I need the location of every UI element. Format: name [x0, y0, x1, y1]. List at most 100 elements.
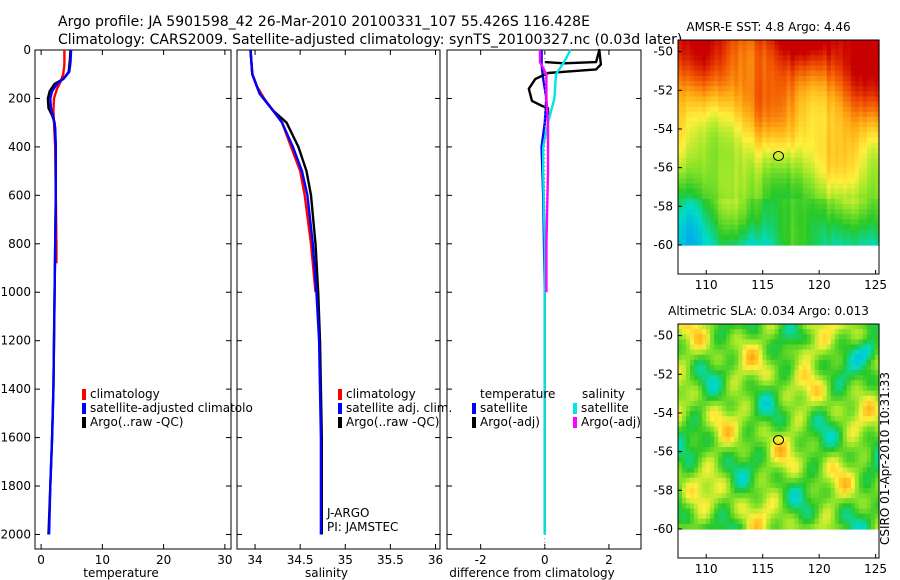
sla-pixel: [734, 447, 739, 453]
sla-pixel: [690, 508, 695, 515]
sst-pixel: [722, 239, 727, 246]
sla-pixel: [874, 523, 880, 530]
sla-pixel: [678, 385, 683, 392]
sst-pixel: [822, 86, 828, 92]
sla-pixel: [838, 334, 844, 340]
sla-pixel: [742, 493, 747, 499]
sla-pixel: [678, 457, 683, 463]
sla-pixel: [818, 365, 824, 371]
sla-pixel: [762, 477, 768, 484]
sla-pixel: [758, 452, 764, 458]
sla-pixel: [718, 370, 723, 376]
sla-pixel: [702, 411, 707, 417]
sla-pixel: [786, 365, 792, 371]
sla-pixel: [706, 508, 711, 515]
sla-pixel: [698, 436, 703, 443]
sst-pixel: [726, 163, 731, 169]
sla-pixel: [730, 493, 735, 499]
sst-pixel: [742, 214, 747, 220]
sla-pixel: [754, 395, 759, 402]
sst-pixel: [706, 70, 711, 77]
sst-pixel: [690, 234, 695, 241]
sst-pixel: [810, 116, 816, 123]
sla-pixel: [722, 457, 727, 463]
sla-pixel: [782, 344, 788, 351]
sla-pixel: [766, 344, 772, 351]
sla-pixel: [834, 385, 840, 392]
sst-pixel: [702, 132, 707, 138]
sla-pixel: [702, 431, 707, 438]
sla-pixel: [714, 365, 719, 371]
sla-pixel: [854, 436, 860, 443]
sla-pixel: [806, 380, 812, 387]
sla-pixel: [854, 477, 860, 484]
sst-pixel: [858, 122, 864, 128]
sla-pixel: [842, 349, 848, 356]
sla-pixel: [678, 400, 683, 407]
sst-pixel: [838, 229, 844, 236]
sla-pixel: [730, 390, 735, 397]
sst-pixel: [770, 142, 776, 149]
sla-pixel: [766, 441, 772, 448]
sst-pixel: [806, 91, 812, 97]
sst-pixel: [862, 106, 868, 113]
sla-pixel: [794, 354, 800, 361]
temperature-ytick-label: 0: [23, 43, 31, 57]
sst-pixel: [722, 96, 727, 103]
sst-pixel: [754, 229, 759, 236]
sla-pixel: [782, 498, 788, 504]
sst-pixel: [702, 234, 707, 241]
sst-pixel: [754, 116, 759, 123]
sst-pixel: [874, 157, 880, 164]
sst-pixel: [846, 178, 852, 185]
sla-pixel: [710, 385, 715, 392]
sst-pixel: [762, 178, 768, 185]
sst-pixel: [738, 65, 743, 72]
sla-pixel: [822, 395, 828, 402]
sla-pixel: [746, 523, 751, 530]
sst-pixel: [806, 137, 812, 144]
sst-pixel: [726, 132, 731, 138]
sst-pixel: [778, 40, 784, 46]
sla-pixel: [722, 329, 727, 335]
sla-pixel: [830, 467, 836, 474]
sla-pixel: [750, 523, 755, 530]
sst-pixel: [782, 219, 788, 226]
sst-pixel: [834, 91, 840, 97]
temperature-ytick-label: 1800: [0, 479, 31, 493]
sla-xtick-label: 115: [751, 562, 774, 576]
sst-pixel: [782, 65, 788, 72]
sla-pixel: [790, 441, 796, 448]
sst-pixel: [810, 173, 816, 179]
sla-pixel: [814, 339, 820, 346]
sst-pixel: [714, 234, 719, 241]
sst-pixel: [690, 96, 695, 103]
sst-pixel: [802, 55, 808, 62]
sst-pixel: [806, 188, 812, 195]
sla-pixel: [726, 406, 731, 412]
sst-pixel: [678, 132, 683, 138]
sst-pixel: [810, 198, 816, 205]
sla-pixel: [802, 334, 808, 340]
sst-pixel: [710, 91, 715, 97]
sst-pixel: [866, 137, 872, 144]
sla-pixel: [698, 508, 703, 515]
sst-pixel: [814, 101, 820, 108]
sst-pixel: [706, 96, 711, 103]
sla-pixel: [790, 431, 796, 438]
sst-pixel: [766, 183, 772, 190]
sst-pixel: [846, 137, 852, 144]
sla-pixel: [682, 365, 687, 371]
sla-pixel: [854, 375, 860, 381]
sst-pixel: [734, 106, 739, 113]
sst-pixel: [774, 45, 780, 51]
sla-pixel: [722, 390, 727, 397]
sla-pixel: [778, 400, 784, 407]
sla-pixel: [854, 426, 860, 433]
sla-pixel: [734, 390, 739, 397]
sla-pixel: [830, 477, 836, 484]
sla-pixel: [714, 518, 719, 525]
sst-pixel: [758, 96, 764, 103]
sst-pixel: [742, 96, 747, 103]
sst-pixel: [874, 214, 880, 220]
